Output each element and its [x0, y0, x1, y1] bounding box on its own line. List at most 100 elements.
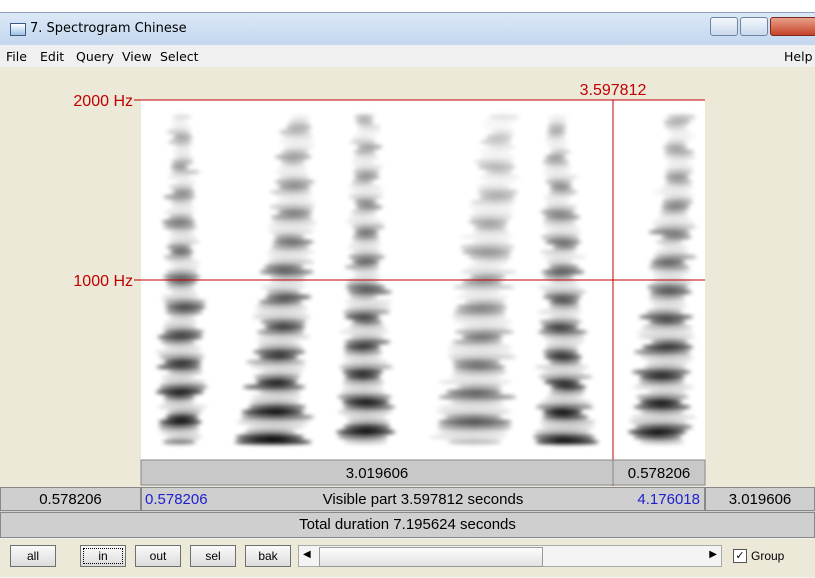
scroll-left-arrow[interactable]: ◀ — [303, 549, 311, 560]
spectral-blob — [343, 425, 391, 430]
spectral-blob — [662, 185, 693, 190]
window: 7. Spectrogram Chinese File Edit Query V… — [0, 12, 815, 578]
close-button[interactable] — [770, 17, 815, 36]
spectral-blob — [257, 340, 299, 345]
spectral-blob — [629, 420, 687, 425]
spectral-blob — [438, 420, 512, 425]
spectral-blob — [474, 160, 513, 165]
menu-item[interactable]: Query — [76, 49, 114, 64]
spectral-blob — [447, 440, 501, 445]
zoom-button[interactable]: bak — [245, 545, 291, 567]
spectral-blob — [453, 365, 505, 370]
spectral-blob — [166, 285, 194, 290]
spectral-blob — [472, 240, 510, 245]
spectral-blob — [549, 300, 579, 305]
group-checkbox[interactable]: ✓ — [733, 549, 747, 563]
spectral-blob — [654, 255, 697, 260]
spectral-blob — [347, 290, 392, 295]
spectral-blob — [258, 390, 301, 395]
spectral-blob — [542, 170, 570, 175]
spectral-blob — [259, 300, 303, 305]
left-outside-duration[interactable]: 0.578206 — [0, 487, 141, 511]
spectral-blob — [543, 160, 570, 165]
spectral-blob — [550, 150, 570, 155]
spectral-blob — [628, 430, 687, 435]
minimize-button[interactable] — [710, 17, 738, 36]
spectral-blob — [254, 375, 301, 380]
spectral-blob — [539, 375, 593, 380]
spectral-blob — [271, 245, 309, 250]
spectral-blob — [456, 295, 508, 300]
spectral-blob — [163, 330, 204, 335]
menu-item[interactable]: View — [122, 49, 152, 64]
spectral-blob — [632, 370, 691, 375]
spectral-blob — [546, 135, 565, 140]
spectral-blob — [159, 355, 205, 360]
spectral-blob — [457, 385, 502, 390]
spectral-blob — [164, 345, 200, 350]
spectral-blob — [291, 115, 311, 120]
menu-item[interactable]: Help — [784, 49, 813, 64]
zoom-button[interactable]: sel — [190, 545, 236, 567]
spectral-blob — [668, 135, 695, 140]
spectral-blob — [540, 400, 591, 405]
spectral-blob — [630, 415, 696, 420]
scroll-right-arrow[interactable]: ▶ — [709, 549, 717, 560]
spectral-blob — [352, 320, 383, 325]
spectral-blob — [259, 270, 313, 275]
menu-item[interactable]: Edit — [40, 49, 64, 64]
zoom-button[interactable]: in — [80, 545, 126, 567]
spectral-blob — [649, 265, 690, 270]
spectral-blob — [172, 125, 192, 130]
visible-part-row: 0.578206 0.578206 Visible part 3.597812 … — [0, 487, 815, 512]
spectral-blob — [468, 205, 514, 210]
menu-item[interactable]: File — [6, 49, 27, 64]
zoom-button[interactable]: all — [10, 545, 56, 567]
spectral-blob — [546, 230, 582, 235]
spectral-blob — [166, 435, 202, 440]
visible-part-text: Visible part 3.597812 seconds — [142, 488, 704, 511]
spectral-blob — [339, 330, 390, 335]
scrollbar[interactable]: ◀ ▶ — [298, 545, 722, 567]
spectral-blob — [345, 220, 384, 225]
zoom-button[interactable]: out — [135, 545, 181, 567]
spectral-blob — [655, 250, 688, 255]
spectral-blob — [354, 230, 378, 235]
spectral-blob — [155, 350, 203, 355]
spectral-blob — [650, 290, 692, 295]
spectral-blob — [479, 175, 520, 180]
spectral-blob — [157, 405, 207, 410]
total-duration[interactable]: Total duration 7.195624 seconds — [0, 512, 815, 538]
spectral-blob — [260, 285, 306, 290]
spectral-blob — [251, 365, 306, 370]
spectral-blob — [176, 180, 196, 185]
spectral-blob — [644, 365, 686, 370]
spectral-blob — [347, 420, 390, 425]
spectral-blob — [533, 435, 595, 440]
spectral-blob — [161, 340, 195, 345]
spectral-blob — [342, 400, 390, 405]
spectral-blob — [647, 285, 689, 290]
spectral-blob — [546, 340, 585, 345]
spectral-blob — [352, 225, 385, 230]
spectral-blob — [662, 235, 692, 240]
spectral-blob — [550, 385, 586, 390]
spectral-blob — [164, 300, 206, 305]
spectral-blob — [354, 175, 379, 180]
spectral-blob — [667, 160, 690, 165]
spectral-blob — [351, 210, 377, 215]
spectral-blob — [666, 140, 688, 145]
scroll-thumb[interactable] — [319, 547, 543, 567]
spectral-blob — [344, 440, 387, 445]
spectral-blob — [633, 385, 695, 390]
spectral-blob — [345, 415, 387, 420]
spectral-blob — [167, 130, 191, 135]
right-outside-duration[interactable]: 3.019606 — [705, 487, 815, 511]
spectral-blob — [275, 155, 312, 160]
visible-part-cell[interactable]: 0.578206 Visible part 3.597812 seconds 4… — [141, 487, 705, 511]
spectral-blob — [163, 275, 201, 280]
spectral-blob — [459, 235, 513, 240]
spectrogram-view[interactable]: 2000 Hz 1000 Hz 3.597812 3.019606 0.5782… — [0, 67, 815, 487]
maximize-button[interactable] — [740, 17, 768, 36]
menu-item[interactable]: Select — [160, 49, 199, 64]
